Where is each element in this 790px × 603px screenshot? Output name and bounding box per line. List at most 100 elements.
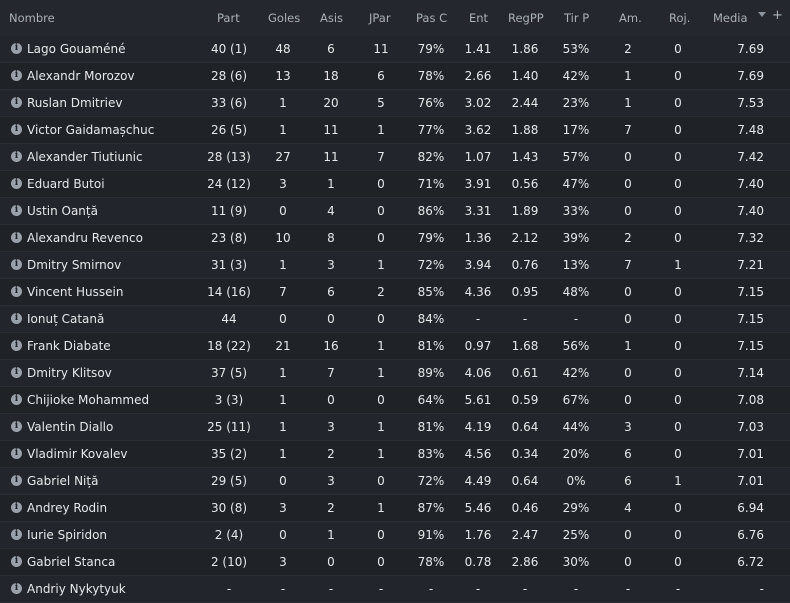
info-icon[interactable]: i bbox=[11, 43, 22, 54]
add-column-button[interactable]: + bbox=[772, 8, 783, 23]
player-name[interactable]: Vincent Hussein bbox=[27, 285, 124, 299]
player-name[interactable]: Andriy Nykytyuk bbox=[27, 582, 126, 596]
info-icon[interactable]: i bbox=[11, 367, 22, 378]
info-icon[interactable]: i bbox=[11, 529, 22, 540]
cell-tirp: 47% bbox=[562, 177, 590, 191]
column-header-jpar[interactable]: JPar bbox=[369, 11, 391, 25]
cell-am: 7 bbox=[624, 123, 632, 137]
cell-media: 7.53 bbox=[737, 96, 764, 110]
column-header-media[interactable]: Media bbox=[713, 11, 748, 25]
cell-tirp: 42% bbox=[562, 366, 590, 380]
info-icon[interactable]: i bbox=[11, 583, 22, 594]
info-icon[interactable]: i bbox=[11, 232, 22, 243]
player-name[interactable]: Frank Diabate bbox=[27, 339, 111, 353]
info-icon[interactable]: i bbox=[11, 259, 22, 270]
player-name[interactable]: Dmitry Smirnov bbox=[27, 258, 122, 272]
table-row[interactable]: i Ruslan Dmitriev 33 (6) 1 20 5 76% 3.02 2.44 23%… bbox=[0, 90, 790, 117]
cell-jpar: 2 bbox=[377, 285, 385, 299]
player-name[interactable]: Valentin Diallo bbox=[27, 420, 114, 434]
table-row[interactable]: i Victor Gaidamașchuc 26 (5) 1 11 1 77% 3.62 1.8… bbox=[0, 117, 790, 144]
player-name[interactable]: Eduard Butoi bbox=[27, 177, 105, 191]
table-row[interactable]: i Chijioke Mohammed 3 (3) 1 0 0 64% 5.61 0.59 67%… bbox=[0, 387, 790, 414]
table-row[interactable]: i Gabriel Stanca 2 (10) 3 0 0 78% 0.78 2.86 30% 0 0… bbox=[0, 549, 790, 576]
info-icon[interactable]: i bbox=[11, 151, 22, 162]
player-name[interactable]: Ruslan Dmitriev bbox=[27, 96, 123, 110]
column-header-goles[interactable]: Goles bbox=[268, 11, 301, 25]
player-name[interactable]: Gabriel Niță bbox=[27, 474, 99, 488]
table-row[interactable]: i Andriy Nykytyuk - - - - - - - - - - - bbox=[0, 576, 790, 603]
table-row[interactable]: i Ionuț Catană 44 0 0 0 84% - - - 0 0 7.15 bbox=[0, 306, 790, 333]
player-name[interactable]: Ionuț Catană bbox=[27, 312, 105, 326]
player-name[interactable]: Ustin Oanță bbox=[27, 204, 98, 218]
player-name[interactable]: Iurie Spiridon bbox=[27, 528, 108, 542]
column-header-part[interactable]: Part bbox=[217, 11, 240, 25]
column-header-roj[interactable]: Roj. bbox=[669, 11, 691, 25]
cell-roj: 0 bbox=[674, 42, 682, 56]
player-name[interactable]: Gabriel Stanca bbox=[27, 555, 116, 569]
info-icon[interactable]: i bbox=[11, 475, 22, 486]
player-name[interactable]: Lago Gouaméné bbox=[27, 42, 126, 56]
column-header-pasc[interactable]: Pas C bbox=[416, 11, 448, 25]
cell-am: 6 bbox=[624, 474, 632, 488]
table-row[interactable]: i Vincent Hussein 14 (16) 7 6 2 85% 4.36 0.95 48%… bbox=[0, 279, 790, 306]
column-header-am[interactable]: Am. bbox=[619, 11, 642, 25]
table-row[interactable]: i Alexandr Morozov 28 (6) 13 18 6 78% 2.66 1.40 4… bbox=[0, 63, 790, 90]
info-icon[interactable]: i bbox=[11, 340, 22, 351]
info-icon[interactable]: i bbox=[11, 502, 22, 513]
player-name[interactable]: Alexandr Morozov bbox=[27, 69, 135, 83]
column-header-regpp[interactable]: RegPP bbox=[508, 11, 544, 25]
table-row[interactable]: i Alexander Tiutiunic 28 (13) 27 11 7 82% 1.07 1… bbox=[0, 144, 790, 171]
table-row[interactable]: i Ustin Oanță 11 (9) 0 4 0 86% 3.31 1.89 33% 0 0 7.4… bbox=[0, 198, 790, 225]
player-name[interactable]: Alexandru Revenco bbox=[27, 231, 143, 245]
player-name[interactable]: Vladimir Kovalev bbox=[27, 447, 128, 461]
info-icon[interactable]: i bbox=[11, 124, 22, 135]
cell-tirp: 42% bbox=[562, 69, 590, 83]
column-header-asis[interactable]: Asis bbox=[320, 11, 344, 25]
table-row[interactable]: i Frank Diabate 18 (22) 21 16 1 81% 0.97 1.68 56%… bbox=[0, 333, 790, 360]
column-header-tirp[interactable]: Tir P bbox=[564, 11, 590, 25]
cell-roj: 0 bbox=[674, 339, 682, 353]
info-icon[interactable]: i bbox=[11, 394, 22, 405]
column-header-ent[interactable]: Ent bbox=[469, 11, 489, 25]
info-icon[interactable]: i bbox=[11, 205, 22, 216]
table-row[interactable]: i Andrey Rodin 30 (8) 3 2 1 87% 5.46 0.46 29% 4 0 6.… bbox=[0, 495, 790, 522]
table-row[interactable]: i Iurie Spiridon 2 (4) 0 1 0 91% 1.76 2.47 25% 0 0 6… bbox=[0, 522, 790, 549]
table-row[interactable]: i Vladimir Kovalev 35 (2) 1 2 1 83% 4.56 0.34 20%… bbox=[0, 441, 790, 468]
cell-goles: 13 bbox=[275, 69, 291, 83]
info-icon[interactable]: i bbox=[11, 421, 22, 432]
info-icon[interactable]: i bbox=[11, 70, 22, 81]
sort-descending-icon[interactable] bbox=[758, 12, 766, 17]
table-row[interactable]: i Lago Gouaméné 40 (1) 48 6 11 79% 1.41 1.86 53% 2… bbox=[0, 36, 790, 63]
cell-asis: 6 bbox=[327, 42, 335, 56]
table-row[interactable]: i Gabriel Niță 29 (5) 0 3 0 72% 4.49 0.64 0% 6 1 7.0… bbox=[0, 468, 790, 495]
player-name[interactable]: Dmitry Klitsov bbox=[27, 366, 112, 380]
cell-goles: 1 bbox=[279, 258, 287, 272]
cell-goles: 1 bbox=[279, 393, 287, 407]
player-name[interactable]: Alexander Tiutiunic bbox=[27, 150, 143, 164]
player-name[interactable]: Victor Gaidamașchuc bbox=[27, 123, 155, 137]
info-icon[interactable]: i bbox=[11, 556, 22, 567]
column-header-name[interactable]: Nombre bbox=[9, 11, 55, 25]
player-name[interactable]: Andrey Rodin bbox=[27, 501, 108, 515]
cell-asis: 2 bbox=[327, 501, 335, 515]
player-name[interactable]: Chijioke Mohammed bbox=[27, 393, 150, 407]
cell-media: 7.69 bbox=[737, 69, 764, 83]
table-row[interactable]: i Dmitry Smirnov 31 (3) 1 3 1 72% 3.94 0.76 13% 7 1… bbox=[0, 252, 790, 279]
info-icon[interactable]: i bbox=[11, 286, 22, 297]
info-icon[interactable]: i bbox=[11, 97, 22, 108]
table-row[interactable]: i Dmitry Klitsov 37 (5) 1 7 1 89% 4.06 0.61 42% 0 0… bbox=[0, 360, 790, 387]
cell-part: 11 (9) bbox=[210, 204, 248, 218]
cell-regpp: 0.59 bbox=[511, 393, 539, 407]
table-row[interactable]: i Alexandru Revenco 23 (8) 10 8 0 79% 1.36 2.12 3… bbox=[0, 225, 790, 252]
cell-media: - bbox=[759, 582, 764, 596]
table-row[interactable]: i Valentin Diallo 25 (11) 1 3 1 81% 4.19 0.64 44%… bbox=[0, 414, 790, 441]
info-icon[interactable]: i bbox=[11, 313, 22, 324]
cell-goles: 1 bbox=[279, 447, 287, 461]
cell-jpar: 0 bbox=[377, 204, 385, 218]
info-icon[interactable]: i bbox=[11, 178, 22, 189]
cell-am: 0 bbox=[624, 150, 632, 164]
table-row[interactable]: i Eduard Butoi 24 (12) 3 1 0 71% 3.91 0.56 47% 0 0 7… bbox=[0, 171, 790, 198]
cell-goles: 1 bbox=[279, 366, 287, 380]
info-icon[interactable]: i bbox=[11, 448, 22, 459]
cell-part: 3 (3) bbox=[214, 393, 244, 407]
